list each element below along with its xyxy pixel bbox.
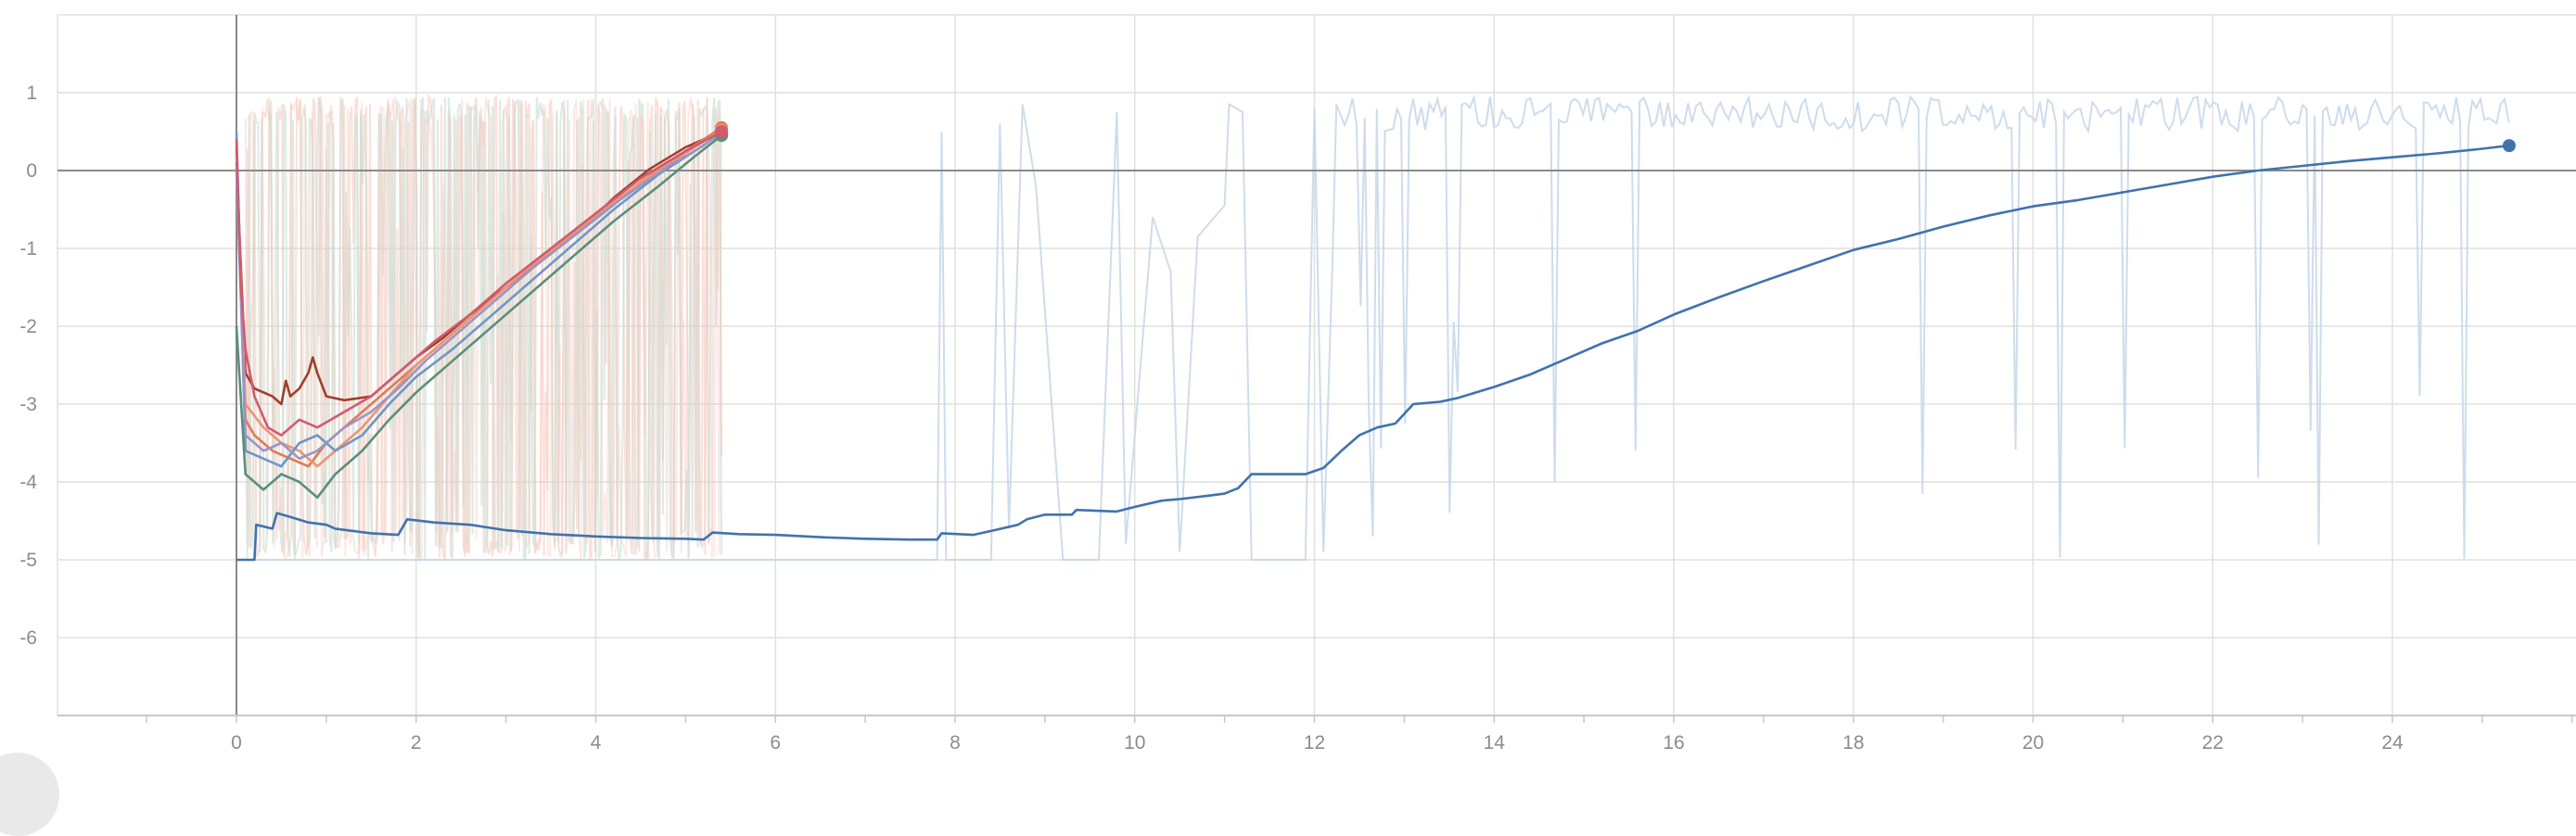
x-tick-label: 10 xyxy=(1124,732,1145,754)
series-end-marker-1 xyxy=(2502,139,2516,153)
y-tick-label: -3 xyxy=(19,394,37,415)
y-tick-label: 1 xyxy=(26,82,37,104)
raw-trace-short-c xyxy=(244,95,723,561)
y-tick-label: -5 xyxy=(19,550,37,571)
y-tick-label: -4 xyxy=(19,472,37,493)
x-tick-label: 14 xyxy=(1484,732,1506,754)
x-tick-label: 18 xyxy=(1843,732,1864,754)
series-line-5 xyxy=(235,131,722,468)
axes xyxy=(57,15,2576,723)
x-tick-label: 20 xyxy=(2022,732,2044,754)
series-line-6 xyxy=(235,130,722,461)
x-tick-label: 6 xyxy=(770,732,781,754)
x-tick-label: 2 xyxy=(411,732,422,754)
y-tick-label: -1 xyxy=(19,238,37,260)
y-tick-label: -6 xyxy=(19,627,37,649)
raw-trace-short-b xyxy=(244,95,723,564)
x-tick-label: 4 xyxy=(591,732,602,754)
x-tick-label: 8 xyxy=(950,732,961,754)
y-tick-label: 0 xyxy=(26,160,37,182)
series-line-4 xyxy=(235,129,722,468)
y-tick-label: -2 xyxy=(19,316,37,337)
x-tick-label: 12 xyxy=(1304,732,1325,754)
x-tick-label: 16 xyxy=(1663,732,1684,754)
raw-data-traces xyxy=(236,94,2510,564)
x-tick-label: 0 xyxy=(231,732,242,754)
x-tick-label: 24 xyxy=(2381,732,2404,754)
smoothed-series xyxy=(235,120,2516,562)
series-line-7 xyxy=(235,134,722,500)
series-end-marker-8 xyxy=(715,125,729,138)
series-line-1 xyxy=(236,144,2510,562)
series-line-8 xyxy=(235,130,722,437)
x-tick-label: 22 xyxy=(2202,732,2224,754)
raw-trace-long xyxy=(236,94,2510,561)
chart: 0 2 4 6 8 10 12 14 16 18 20 22 24 1 0 -1 -2 -3 -4 -5 -6 xyxy=(0,14,2576,836)
